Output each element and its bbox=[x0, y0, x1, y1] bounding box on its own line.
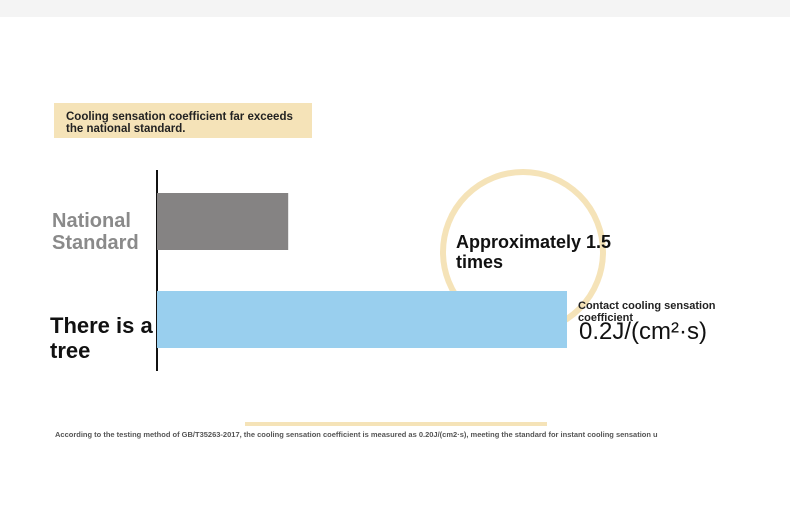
top-strip bbox=[0, 0, 790, 17]
annotation: Contact cooling sensation coefficient bbox=[578, 300, 716, 324]
bar bbox=[157, 193, 289, 250]
category-label: National Standard bbox=[52, 210, 139, 254]
bar bbox=[157, 291, 567, 348]
category-label: There is a tree bbox=[50, 313, 153, 363]
footnote: According to the testing method of GB/T3… bbox=[55, 430, 658, 439]
annotation: Approximately 1.5 times bbox=[456, 232, 612, 272]
chart-title: Cooling sensation coefficient far exceed… bbox=[54, 103, 312, 138]
value-label: 0.2J/(cm²·s) bbox=[579, 317, 707, 345]
